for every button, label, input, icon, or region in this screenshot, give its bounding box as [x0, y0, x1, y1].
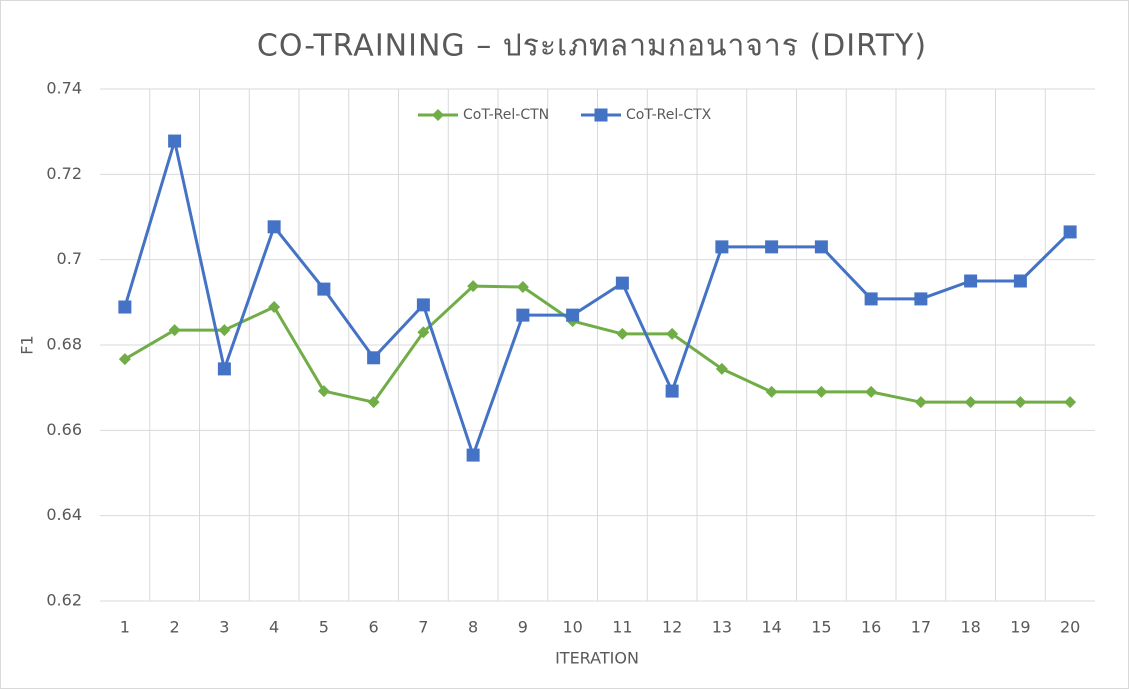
marker: [616, 327, 629, 340]
x-tick-label: 4: [269, 618, 279, 637]
x-tick-label: 20: [1060, 618, 1080, 637]
x-tick-label: 8: [468, 618, 478, 637]
x-tick-label: 16: [861, 618, 881, 637]
marker: [765, 385, 778, 398]
y-tick-label: 0.64: [46, 505, 82, 524]
x-tick-label: 2: [170, 618, 180, 637]
marker: [1014, 396, 1027, 409]
marker: [217, 362, 231, 376]
marker: [814, 240, 828, 254]
x-tick-label: 18: [960, 618, 980, 637]
x-tick-label: 17: [911, 618, 931, 637]
marker: [516, 308, 530, 322]
marker: [367, 396, 380, 409]
marker: [268, 301, 281, 314]
x-tick-label: 9: [518, 618, 528, 637]
marker: [168, 134, 182, 148]
chart-title: CO-TRAINING – ประเภทลามกอนาจาร (DIRTY): [257, 29, 927, 64]
x-tick-label: 12: [662, 618, 682, 637]
marker: [118, 353, 131, 366]
marker: [466, 448, 480, 462]
y-tick-label: 0.72: [46, 164, 82, 183]
marker: [566, 308, 580, 322]
y-axis-label: F1: [18, 335, 37, 354]
x-tick-label: 13: [712, 618, 732, 637]
marker: [1063, 225, 1077, 239]
marker: [615, 276, 629, 290]
marker: [665, 384, 679, 398]
y-tick-label: 0.66: [46, 420, 82, 439]
marker: [317, 385, 330, 398]
marker: [914, 292, 928, 306]
marker: [218, 324, 231, 337]
x-tick-label: 14: [761, 618, 781, 637]
marker: [168, 324, 181, 337]
legend-label: CoT-Rel-CTX: [626, 107, 712, 123]
marker: [715, 362, 728, 375]
marker: [865, 385, 878, 398]
marker: [594, 108, 608, 122]
marker: [1064, 396, 1077, 409]
x-tick-label: 3: [219, 618, 229, 637]
x-tick-label: 19: [1010, 618, 1030, 637]
marker: [715, 240, 729, 254]
marker: [666, 327, 679, 340]
x-tick-label: 10: [562, 618, 582, 637]
y-tick-label: 0.62: [46, 591, 82, 610]
x-tick-label: 15: [811, 618, 831, 637]
marker: [815, 385, 828, 398]
legend-label: CoT-Rel-CTN: [463, 107, 549, 123]
marker: [367, 351, 381, 365]
marker: [417, 326, 430, 339]
x-tick-label: 7: [418, 618, 428, 637]
marker: [964, 274, 978, 288]
marker: [516, 280, 529, 293]
marker: [317, 282, 331, 296]
x-tick-label: 1: [120, 618, 130, 637]
x-tick-label: 5: [319, 618, 329, 637]
marker: [914, 396, 927, 409]
y-tick-label: 0.7: [57, 249, 82, 268]
marker: [864, 292, 878, 306]
y-tick-label: 0.74: [46, 79, 82, 98]
marker: [964, 396, 977, 409]
marker: [118, 300, 132, 314]
marker: [267, 220, 281, 234]
x-axis-label: ITERATION: [555, 649, 639, 668]
x-tick-label: 6: [369, 618, 379, 637]
marker: [765, 240, 779, 254]
marker: [467, 280, 480, 293]
y-tick-label: 0.68: [46, 335, 82, 354]
marker: [432, 109, 444, 121]
series-line: [123, 139, 1072, 457]
marker: [1013, 274, 1027, 288]
x-tick-label: 11: [612, 618, 632, 637]
marker: [416, 298, 430, 312]
series-line: [124, 284, 1071, 404]
